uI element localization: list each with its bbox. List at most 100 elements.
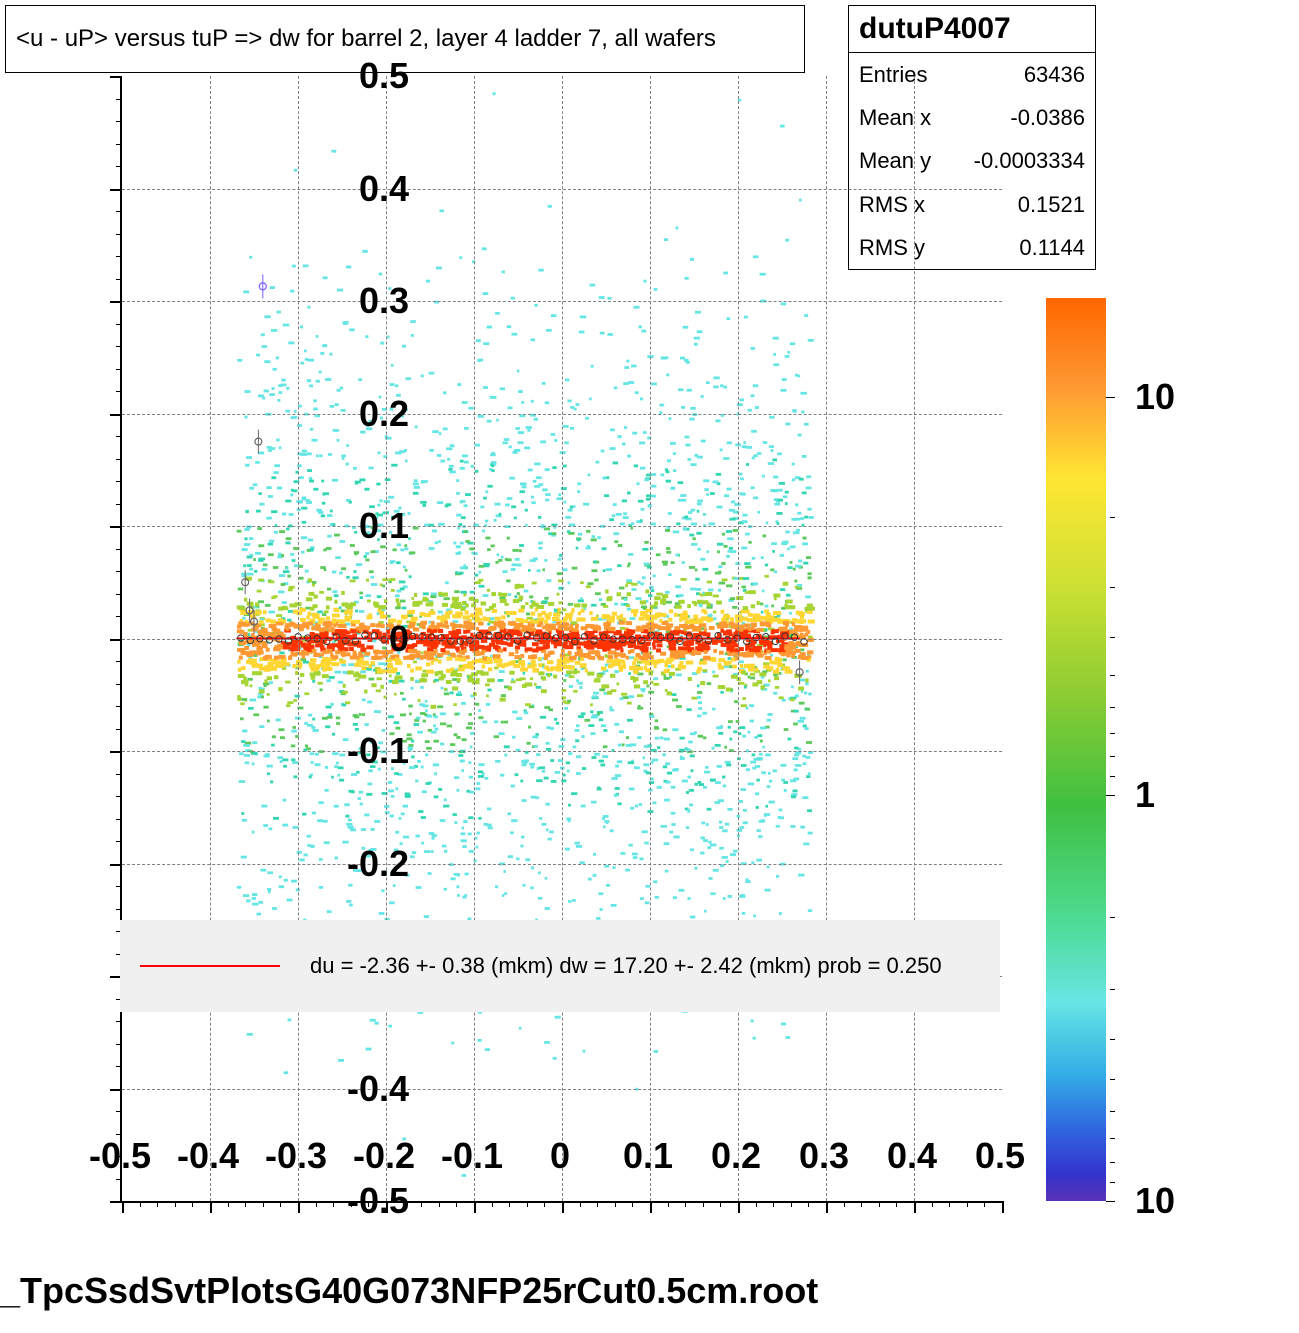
gridline-v	[562, 76, 563, 1201]
y-tick	[110, 864, 122, 866]
stats-value: 0.1521	[1018, 187, 1085, 222]
y-tick	[110, 76, 122, 78]
colorbar-tick	[1106, 1201, 1115, 1202]
y-tick-minor	[116, 481, 122, 482]
x-tick-minor	[967, 1201, 968, 1207]
y-tick-minor	[116, 436, 122, 437]
stats-title: dutuP4007	[849, 6, 1095, 53]
x-tick	[650, 1201, 652, 1213]
x-tick-minor	[984, 1201, 985, 1207]
x-tick	[826, 1201, 828, 1213]
colorbar-tick-minor	[1110, 637, 1115, 638]
plot-area	[120, 76, 1002, 1203]
x-axis-label: -0.2	[353, 1135, 415, 1177]
colorbar-segment	[1046, 1075, 1106, 1129]
y-tick-minor	[116, 324, 122, 325]
x-tick-minor	[703, 1201, 704, 1207]
y-tick-minor	[116, 256, 122, 257]
x-tick-minor	[280, 1201, 281, 1207]
colorbar-tick-minor	[1110, 1111, 1115, 1112]
x-axis-label: 0.4	[887, 1135, 937, 1177]
y-axis-label: -0.1	[309, 730, 409, 772]
y-tick-minor	[116, 369, 122, 370]
x-tick-minor	[861, 1201, 862, 1207]
y-tick-minor	[116, 684, 122, 685]
x-tick-minor	[527, 1201, 528, 1207]
x-tick	[474, 1201, 476, 1213]
colorbar-tick-minor	[1110, 517, 1115, 518]
colorbar-label: 10	[1135, 1180, 1175, 1222]
y-tick	[110, 526, 122, 528]
colorbar-tick-minor	[1110, 1039, 1115, 1040]
gridline-v	[826, 76, 827, 1201]
gridline-v	[738, 76, 739, 1201]
y-tick-minor	[116, 549, 122, 550]
colorbar-tick-minor	[1110, 917, 1115, 918]
x-tick	[298, 1201, 300, 1213]
y-tick-minor	[116, 661, 122, 662]
y-tick-minor	[116, 211, 122, 212]
footer-filename: _TpcSsdSvtPlotsG40G073NFP25rCut0.5cm.roo…	[0, 1270, 818, 1312]
x-tick-minor	[492, 1201, 493, 1207]
x-axis-label: -0.4	[177, 1135, 239, 1177]
x-tick-minor	[509, 1201, 510, 1207]
colorbar-segment	[1046, 695, 1106, 803]
y-axis-label: 0.5	[309, 55, 409, 97]
x-axis-label: 0.1	[623, 1135, 673, 1177]
x-tick-minor	[263, 1201, 264, 1207]
x-tick-minor	[597, 1201, 598, 1207]
y-tick-minor	[116, 459, 122, 460]
colorbar-tick-minor	[1110, 1162, 1115, 1163]
x-tick	[562, 1201, 564, 1213]
colorbar-tick-minor	[1110, 707, 1115, 708]
x-axis-label: 0.3	[799, 1135, 849, 1177]
colorbar-tick-minor	[1110, 1138, 1115, 1139]
y-axis-label: 0.1	[309, 505, 409, 547]
x-tick-minor	[668, 1201, 669, 1207]
y-tick-minor	[116, 166, 122, 167]
stats-value: 63436	[1024, 57, 1085, 92]
gridline-v	[298, 76, 299, 1201]
colorbar-tick-minor	[1110, 1182, 1115, 1183]
x-tick-minor	[245, 1201, 246, 1207]
y-tick-minor	[116, 729, 122, 730]
y-tick	[110, 189, 122, 191]
legend-text: du = -2.36 +- 0.38 (mkm) dw = 17.20 +- 2…	[310, 953, 942, 979]
y-tick	[110, 1089, 122, 1091]
y-axis-label: -0.5	[309, 1180, 409, 1222]
x-tick	[914, 1201, 916, 1213]
colorbar-label: 1	[1135, 774, 1155, 816]
x-tick-minor	[192, 1201, 193, 1207]
colorbar-tick	[1106, 795, 1115, 796]
y-tick-minor	[116, 121, 122, 122]
x-axis-label: 0.2	[711, 1135, 761, 1177]
colorbar-tick-minor	[1110, 733, 1115, 734]
y-tick-minor	[116, 616, 122, 617]
colorbar-tick-minor	[1110, 587, 1115, 588]
y-tick-minor	[116, 571, 122, 572]
y-axis-label: 0.4	[309, 168, 409, 210]
colorbar-segment	[1046, 388, 1106, 478]
y-tick-minor	[116, 909, 122, 910]
x-tick-minor	[791, 1201, 792, 1207]
x-axis-label: -0.1	[441, 1135, 503, 1177]
gridline-v	[210, 76, 211, 1201]
y-axis-label: 0.3	[309, 280, 409, 322]
gridline-v	[650, 76, 651, 1201]
y-tick-minor	[116, 144, 122, 145]
x-axis-label: 0	[550, 1135, 570, 1177]
y-tick-minor	[116, 234, 122, 235]
colorbar-segment	[1046, 804, 1106, 912]
colorbar-tick-minor	[1110, 776, 1115, 777]
y-tick-minor	[116, 279, 122, 280]
x-tick-minor	[175, 1201, 176, 1207]
x-tick	[210, 1201, 212, 1213]
x-tick-minor	[844, 1201, 845, 1207]
x-tick	[122, 1201, 124, 1213]
y-tick-minor	[116, 1111, 122, 1112]
x-axis-label: -0.3	[265, 1135, 327, 1177]
y-tick-minor	[116, 796, 122, 797]
x-tick-minor	[685, 1201, 686, 1207]
x-tick-minor	[932, 1201, 933, 1207]
x-tick	[1002, 1201, 1004, 1213]
